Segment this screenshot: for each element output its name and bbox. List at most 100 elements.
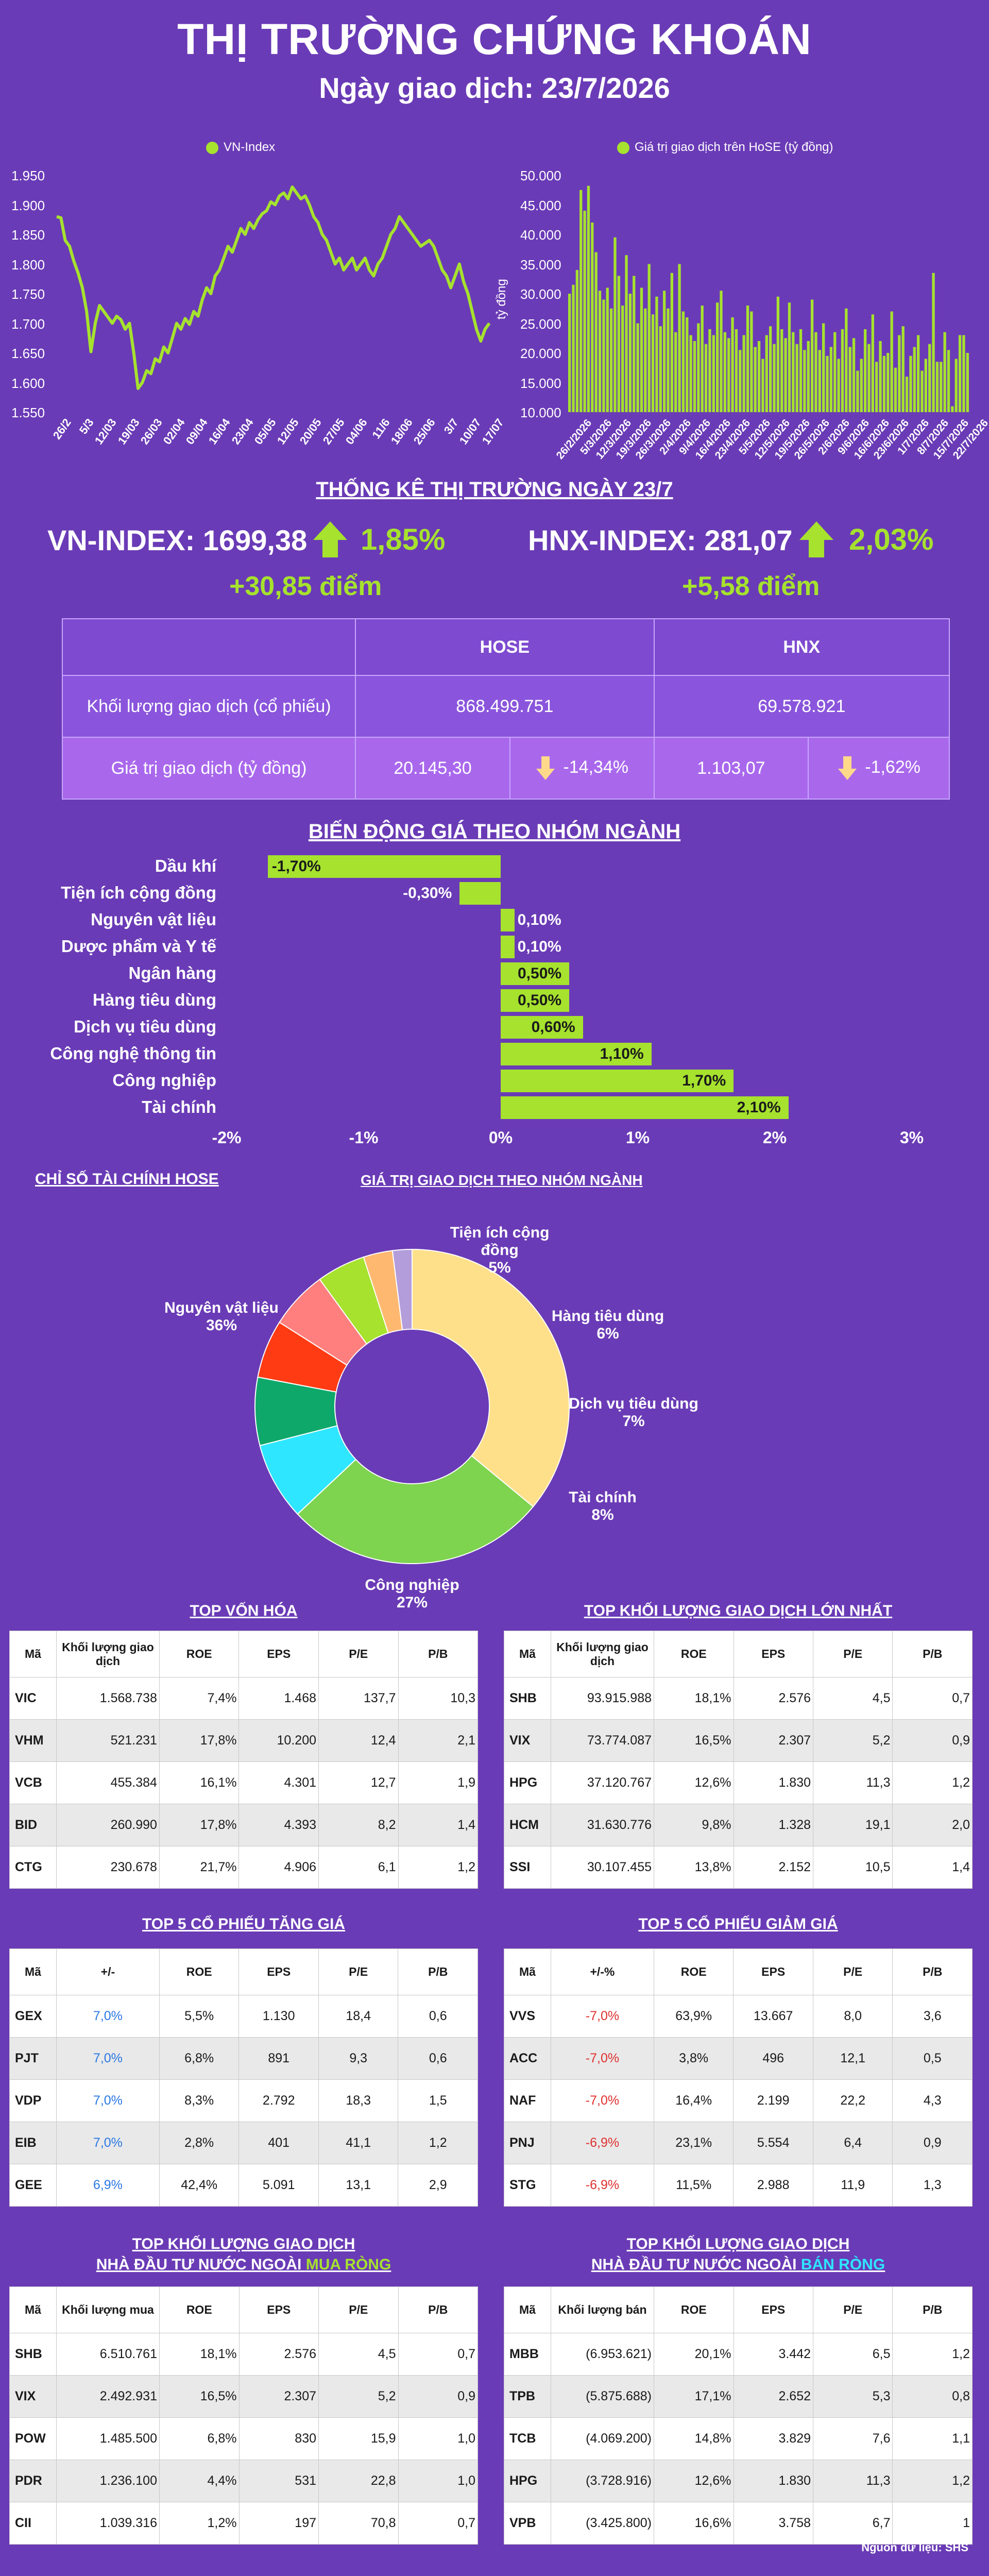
hose-value-bar <box>803 350 806 412</box>
table-cell: 2,0 <box>892 1804 973 1846</box>
hose-value-bar <box>568 294 571 412</box>
sector-bar <box>501 962 569 985</box>
table-cell: 18,1% <box>654 1677 734 1720</box>
table-header-cell: P/E <box>318 1948 399 1995</box>
bar-y-tick: 35.000 <box>520 257 561 273</box>
table-row: SSI 30.107.455 13,8% 2.152 10,5 1,4 <box>504 1846 973 1889</box>
table-cell: 16,5% <box>159 2375 240 2418</box>
hose-value-bar <box>773 344 776 412</box>
hose-value-bar <box>890 311 893 412</box>
table-header-cell: Mã <box>504 2286 551 2333</box>
hose-value-bar <box>662 291 666 412</box>
hose-value-bar <box>720 291 723 412</box>
table-row: SHB 6.510.761 18,1% 2.576 4,5 0,7 <box>9 2333 478 2376</box>
table-cell: 17,8% <box>159 1719 240 1762</box>
col-hnx: HNX <box>653 618 950 676</box>
sector-x-tick: -2% <box>212 1128 242 1147</box>
table-cell: 10,5 <box>813 1846 893 1889</box>
hose-value-bar <box>689 335 692 412</box>
pie-slice-value: 5% <box>488 1259 511 1276</box>
table-header-row: Mã +/- ROE EPS P/E P/B <box>9 1948 478 1995</box>
row-value-label: Giá trị giao dịch (tỷ đồng) <box>61 737 356 800</box>
pie-slice-value: 8% <box>591 1506 614 1523</box>
table-header-cell: Mã <box>504 1631 551 1677</box>
hose-value-bar <box>731 317 734 412</box>
table-cell: 19,1 <box>813 1804 893 1846</box>
table-cell: 0,9 <box>892 1719 973 1762</box>
hnx-value: 1.103,07 <box>653 737 809 800</box>
legend-dot-icon <box>617 141 629 154</box>
hose-value-bar <box>681 311 685 412</box>
hose-value-bar <box>901 326 905 412</box>
table-cell: 1,2% <box>159 2502 240 2545</box>
table-cell: 521.231 <box>56 1719 160 1762</box>
sector-x-tick: 1% <box>625 1128 650 1147</box>
hose-value-bar <box>678 264 681 412</box>
hose-value-bar <box>863 329 867 412</box>
sector-bar-label: 0,50% <box>518 992 562 1009</box>
hose-value-bar <box>792 332 795 412</box>
table-cell: 4.906 <box>238 1846 319 1889</box>
hose-value-bar <box>613 237 617 412</box>
hose-value-bar <box>788 302 791 412</box>
table-cell: 14,8% <box>654 2417 734 2460</box>
pie-slice-name: Tiện ích cộng đồng <box>450 1224 550 1259</box>
vnindex-value: VN-INDEX: 1699,38 <box>47 524 308 556</box>
table-cell: 6,8% <box>159 2037 240 2080</box>
table-cell: BID <box>9 1804 57 1846</box>
hose-value-bar <box>822 323 825 412</box>
table-cell: 4,5 <box>813 1677 893 1720</box>
table-row: VPB (3.425.800) 16,6% 3.758 6,7 1 <box>504 2502 973 2545</box>
hose-value-bar <box>644 308 647 412</box>
table-cell: 12,7 <box>318 1761 399 1804</box>
table-cell: 18,3 <box>318 2079 399 2122</box>
table-cell: VCB <box>9 1761 57 1804</box>
table-cell: 16,5% <box>654 1719 734 1762</box>
table-row: CTG 230.678 21,7% 4.906 6,1 1,2 <box>9 1846 478 1889</box>
table-header-cell: EPS <box>238 2286 319 2333</box>
table-header-cell: EPS <box>733 2286 814 2333</box>
table-cell: 16,6% <box>654 2502 734 2545</box>
hose-value-bar <box>826 355 829 412</box>
bar-y-tick: 10.000 <box>520 405 561 420</box>
table-cell: 137,7 <box>318 1677 399 1720</box>
sector-bar-label: 1,70% <box>682 1072 726 1089</box>
table-cell: VDP <box>9 2079 57 2122</box>
table-cell: 3.442 <box>733 2333 814 2376</box>
table-cell: 1,2 <box>398 1846 478 1889</box>
table-cell: 230.678 <box>56 1846 160 1889</box>
table-cell: 13,8% <box>654 1846 734 1889</box>
hose-value-bar <box>655 296 658 412</box>
line-y-tick: 1.700 <box>11 316 45 332</box>
sector-category-label: Dược phẩm và Y tế <box>61 937 216 956</box>
vnindex-series-line <box>56 185 491 390</box>
table-header-cell: Mã <box>9 1631 57 1677</box>
table-cell: 0,7 <box>398 2502 478 2545</box>
table-cell: 7,0% <box>56 2079 160 2122</box>
table-header-cell: Mã <box>9 1948 57 1995</box>
table-row: SHB 93.915.988 18,1% 2.576 4,5 0,7 <box>504 1677 973 1720</box>
table-cell: 9,3 <box>318 2037 399 2080</box>
hnx-value-change: -1,62% <box>808 737 950 800</box>
sector-bar-label: 1,10% <box>600 1045 644 1062</box>
hose-value-bar <box>750 311 753 412</box>
hose-value-bar <box>746 306 749 412</box>
table-cell: 2,8% <box>159 2122 240 2164</box>
table-header-cell: ROE <box>159 2286 240 2333</box>
table-cell: 1.468 <box>238 1677 319 1720</box>
table-cell: 5,2 <box>318 2375 399 2418</box>
table-row: EIB 7,0% 2,8% 401 41,1 1,2 <box>9 2122 478 2164</box>
sector-bar-label: 0,60% <box>531 1019 575 1036</box>
sector-value-donut-chart <box>254 1248 570 1564</box>
table-header-cell: EPS <box>733 1631 814 1677</box>
down-arrow-icon <box>838 756 857 780</box>
hose-value-bar <box>757 341 761 412</box>
bar-legend-label: Giá trị giao dịch trên HoSE (tỷ đồng) <box>635 140 833 154</box>
table-cell: 5,2 <box>813 1719 893 1762</box>
hnxindex-value: HNX-INDEX: 281,07 <box>528 524 793 556</box>
table-row: GEX 7,0% 5,5% 1.130 18,4 0,6 <box>9 1995 478 2038</box>
sector-category-label: Dầu khí <box>155 856 216 875</box>
hose-value-bar <box>761 359 764 412</box>
foreign_sell-title-prefix: NHÀ ĐẦU TƯ NƯỚC NGOÀI <box>591 2256 801 2273</box>
table-cell: SSI <box>504 1846 551 1889</box>
